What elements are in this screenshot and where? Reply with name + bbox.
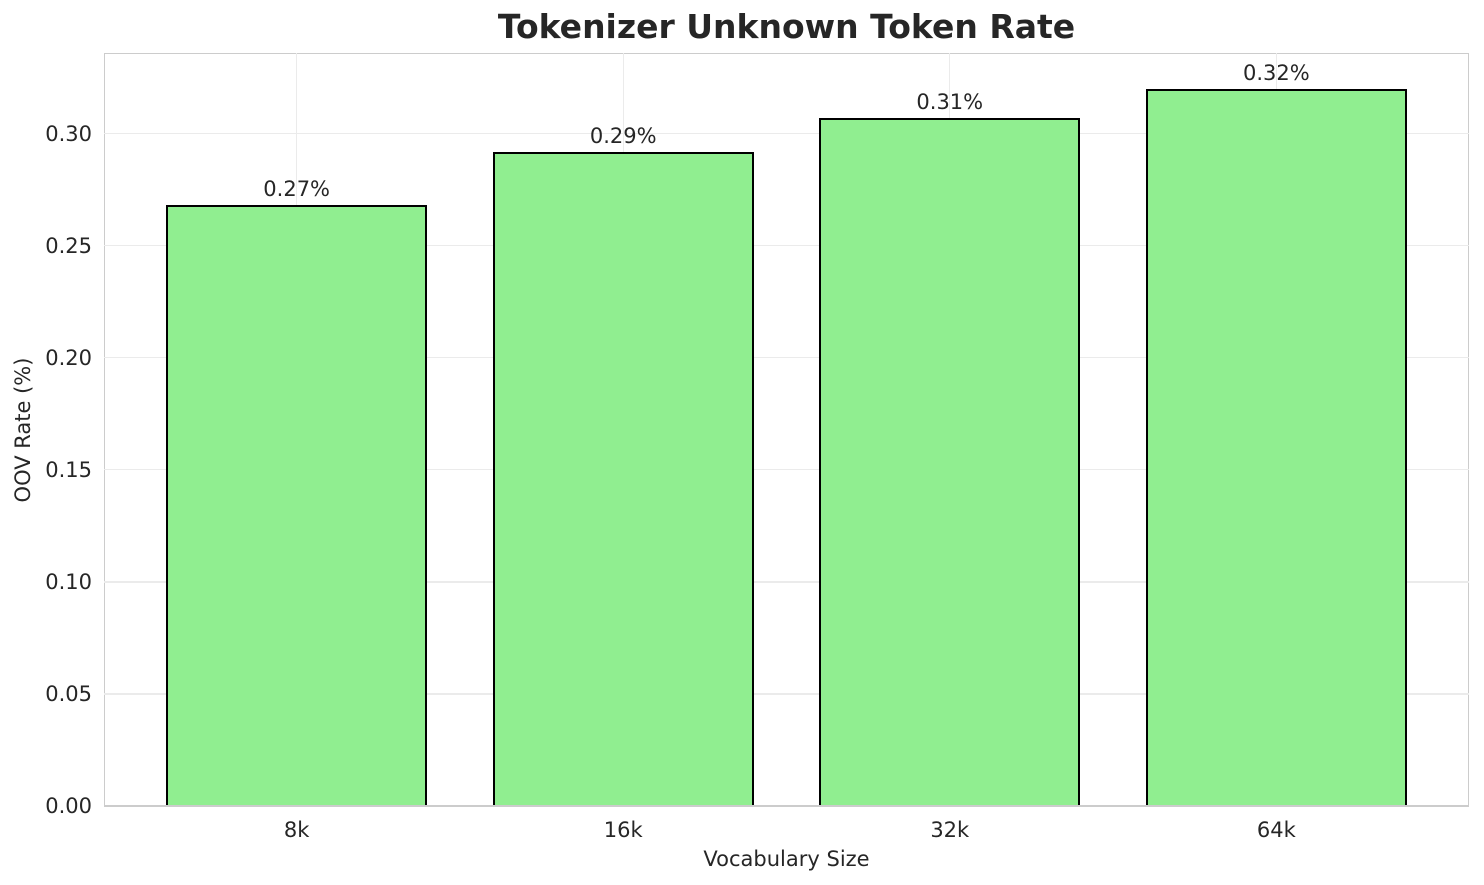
y-gridline: [104, 245, 1469, 247]
y-tick-label: 0.20: [45, 345, 92, 370]
y-gridline: [104, 693, 1469, 695]
y-gridline: [104, 581, 1469, 583]
y-axis-label: OOV Rate (%): [11, 357, 35, 503]
chart-title: Tokenizer Unknown Token Rate: [497, 7, 1076, 46]
bar-64k: [1145, 88, 1407, 806]
x-tick-label: 32k: [930, 818, 970, 842]
x-tick-label: 16k: [603, 818, 643, 842]
x-tick-label: 8k: [283, 818, 310, 842]
y-tick-label: 0.30: [45, 121, 92, 146]
y-tick-label: 0.00: [45, 794, 92, 818]
bar-value-label: 0.27%: [263, 177, 331, 202]
y-gridline: [104, 133, 1469, 135]
y-tick-label: 0.15: [45, 457, 92, 482]
bar-value-label: 0.32%: [1242, 60, 1310, 85]
y-tick-label: 0.05: [45, 681, 92, 706]
bar-value-label: 0.31%: [916, 89, 984, 114]
bar-8k: [166, 205, 428, 806]
x-axis-label: Vocabulary Size: [703, 847, 870, 871]
bar-16k: [492, 151, 754, 806]
bar-32k: [819, 117, 1081, 806]
y-gridline: [104, 469, 1469, 471]
bar-value-label: 0.29%: [589, 123, 657, 148]
y-tick-label: 0.25: [45, 233, 92, 258]
y-gridline: [104, 357, 1469, 359]
y-tick-label: 0.10: [45, 569, 92, 594]
x-tick-label: 64k: [1256, 818, 1296, 842]
x-axis-line: [104, 805, 1469, 807]
